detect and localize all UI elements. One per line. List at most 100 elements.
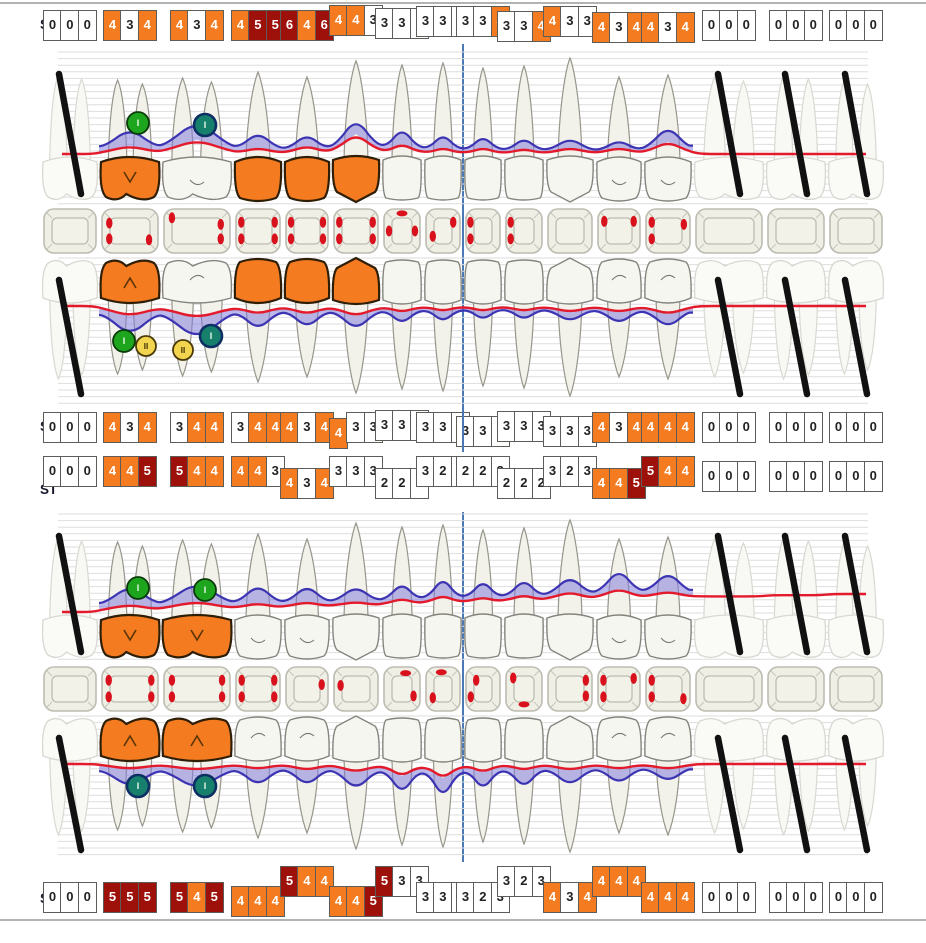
probing-depth-cell[interactable]: 3	[416, 456, 435, 487]
probing-depth-cell[interactable]: 4	[592, 468, 611, 499]
occlusal-tooth-5[interactable]	[285, 208, 329, 254]
probing-depth-cell[interactable]: 4	[248, 886, 268, 917]
probing-depth-cell[interactable]: 0	[702, 461, 721, 492]
probing-depth-cell[interactable]: 3	[329, 456, 348, 487]
probing-depth-cell[interactable]: 0	[769, 461, 788, 492]
probing-depth-cell[interactable]: 0	[829, 10, 848, 41]
probing-depth-cell[interactable]: 0	[736, 461, 756, 492]
probing-depth-cell[interactable]: 3	[543, 456, 562, 487]
probing-depth-cell[interactable]: 4	[346, 5, 366, 36]
occlusal-tooth-3[interactable]	[163, 666, 231, 712]
probing-depth-cell[interactable]: 3	[560, 416, 580, 447]
probing-depth-cell[interactable]: 4	[137, 412, 157, 443]
furcation-marker[interactable]: I	[192, 773, 218, 799]
occlusal-tooth-13[interactable]	[645, 666, 691, 712]
occlusal-tooth-5[interactable]	[285, 666, 329, 712]
furcation-marker[interactable]: I	[198, 323, 224, 349]
occlusal-tooth-15[interactable]	[767, 208, 825, 254]
probing-depth-cell[interactable]: 0	[769, 10, 788, 41]
probing-depth-cell[interactable]: 4	[120, 456, 140, 487]
probing-depth-cell[interactable]: 2	[375, 468, 394, 499]
probing-depth-cell[interactable]: 0	[803, 412, 823, 443]
probing-depth-cell[interactable]: 2	[433, 456, 453, 487]
probing-depth-cell[interactable]: 5	[375, 866, 394, 897]
probing-depth-cell[interactable]: 4	[346, 886, 366, 917]
tooth-upper-lingual-7[interactable]	[382, 259, 422, 391]
occlusal-tooth-2[interactable]	[101, 208, 159, 254]
probing-depth-cell[interactable]: 0	[829, 461, 848, 492]
probing-depth-cell[interactable]: 3	[346, 456, 366, 487]
probing-depth-cell[interactable]: 4	[103, 10, 122, 41]
probing-depth-cell[interactable]: 0	[719, 461, 739, 492]
occlusal-tooth-2[interactable]	[101, 666, 159, 712]
tooth-lower-buccal-11[interactable]	[546, 715, 594, 854]
occlusal-tooth-11[interactable]	[547, 208, 593, 254]
tooth-upper-buccal-16[interactable]	[827, 78, 885, 201]
probing-depth-cell[interactable]: 4	[231, 456, 250, 487]
probing-depth-cell[interactable]: 3	[560, 6, 580, 37]
probing-depth-cell[interactable]: 4	[641, 882, 660, 913]
probing-depth-cell[interactable]: 3	[231, 412, 250, 443]
probing-depth-cell[interactable]: 5	[248, 10, 268, 41]
probing-depth-cell[interactable]: 0	[77, 412, 97, 443]
occlusal-tooth-9[interactable]	[465, 208, 501, 254]
probing-depth-cell[interactable]: 4	[204, 412, 224, 443]
probing-depth-cell[interactable]: 4	[641, 12, 660, 43]
probing-depth-cell[interactable]: 3	[497, 411, 516, 442]
probing-depth-cell[interactable]: 4	[170, 10, 189, 41]
probing-depth-cell[interactable]: 2	[392, 468, 412, 499]
tooth-upper-lingual-8[interactable]	[424, 259, 462, 393]
probing-depth-cell[interactable]: 5	[120, 882, 140, 913]
probing-depth-cell[interactable]: 0	[719, 412, 739, 443]
probing-depth-cell[interactable]: 0	[60, 882, 80, 913]
probing-depth-cell[interactable]: 3	[297, 412, 317, 443]
occlusal-tooth-14[interactable]	[695, 666, 763, 712]
probing-depth-cell[interactable]: 3	[297, 468, 317, 499]
probing-depth-cell[interactable]: 0	[719, 882, 739, 913]
furcation-marker[interactable]: I	[112, 329, 136, 353]
probing-depth-cell[interactable]: 0	[803, 882, 823, 913]
tooth-lower-lingual-14[interactable]	[693, 537, 765, 659]
probing-depth-cell[interactable]: 0	[829, 882, 848, 913]
probing-depth-cell[interactable]: 0	[43, 10, 62, 41]
occlusal-tooth-10[interactable]	[505, 208, 543, 254]
probing-depth-cell[interactable]: 0	[786, 882, 806, 913]
probing-depth-cell[interactable]: 3	[392, 410, 412, 441]
probing-depth-cell[interactable]: 0	[702, 412, 721, 443]
tooth-upper-buccal-8[interactable]	[424, 61, 462, 201]
probing-depth-cell[interactable]: 0	[43, 412, 62, 443]
probing-depth-cell[interactable]: 4	[280, 412, 299, 443]
probing-depth-cell[interactable]: 0	[846, 10, 866, 41]
probing-depth-cell[interactable]: 4	[103, 456, 122, 487]
probing-depth-cell[interactable]: 4	[592, 412, 611, 443]
probing-depth-cell[interactable]: 4	[187, 412, 207, 443]
probing-depth-cell[interactable]: 0	[702, 10, 721, 41]
probing-depth-cell[interactable]: 4	[248, 456, 268, 487]
occlusal-tooth-12[interactable]	[597, 666, 641, 712]
furcation-marker[interactable]: I	[193, 578, 217, 602]
tooth-upper-lingual-1[interactable]	[41, 259, 99, 381]
probing-depth-cell[interactable]: 3	[120, 10, 140, 41]
probing-depth-cell[interactable]: 0	[736, 882, 756, 913]
probing-depth-cell[interactable]: 4	[609, 866, 629, 897]
probing-depth-cell[interactable]: 6	[280, 10, 299, 41]
probing-depth-cell[interactable]: 5	[170, 882, 189, 913]
probing-depth-cell[interactable]: 4	[658, 456, 678, 487]
probing-depth-cell[interactable]: 0	[786, 412, 806, 443]
probing-depth-cell[interactable]: 4	[137, 10, 157, 41]
probing-depth-cell[interactable]: 4	[231, 886, 250, 917]
tooth-upper-lingual-11[interactable]	[546, 257, 594, 398]
probing-depth-cell[interactable]: 0	[863, 461, 883, 492]
probing-depth-cell[interactable]: 4	[187, 456, 207, 487]
probing-depth-cell[interactable]: 0	[846, 461, 866, 492]
occlusal-tooth-7[interactable]	[383, 666, 421, 712]
probing-depth-cell[interactable]: 4	[543, 6, 562, 37]
probing-depth-cell[interactable]: 4	[280, 468, 299, 499]
occlusal-tooth-1[interactable]	[43, 666, 97, 712]
probing-depth-cell[interactable]: 3	[416, 6, 435, 37]
tooth-upper-buccal-10[interactable]	[504, 64, 544, 201]
probing-depth-cell[interactable]: 3	[497, 866, 516, 897]
probing-depth-cell[interactable]: 4	[297, 10, 317, 41]
probing-depth-cell[interactable]: 3	[416, 412, 435, 443]
tooth-lower-lingual-13[interactable]	[644, 535, 692, 660]
